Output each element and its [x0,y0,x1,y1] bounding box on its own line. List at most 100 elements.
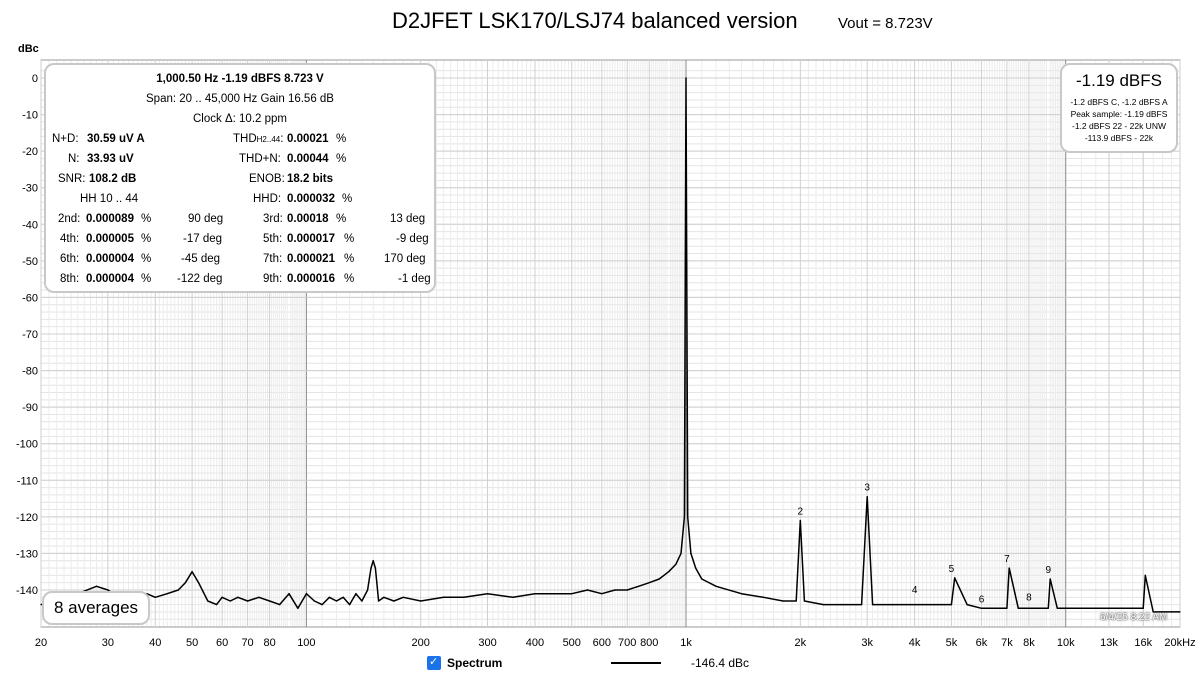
x-tick-label: 500 [563,637,581,649]
data-point [229,600,231,602]
data-point [1120,607,1122,609]
data-point [269,600,271,602]
harmonic-3-label: 3rd: [263,213,283,225]
stats-panel: 1,000.50 Hz -1.19 dBFS 8.723 V Span: 20 … [44,63,436,293]
data-point [367,589,369,591]
data-point [420,600,422,602]
averages-badge: 8 averages [42,591,150,625]
y-tick-label: -50 [22,256,38,268]
x-tick-label: 100 [297,637,315,649]
data-point [237,596,239,598]
y-tick-label: -80 [22,366,38,378]
y-axis-label: dBc [18,43,39,55]
harmonic-6-phase: -45 deg [181,253,221,265]
data-point [463,596,465,598]
data-point [626,589,628,591]
data-point [355,593,357,595]
data-point [1008,567,1010,569]
data-point [680,552,682,555]
data-point [892,604,894,606]
harmonic-markers: 2 3 4 5 6 7 8 9 [798,483,1052,606]
spectrum-checkbox[interactable]: ✓ [427,656,441,670]
harmonic-4-label: 4th: [60,233,80,245]
thdn-value: 0.00044 [287,153,329,165]
thdn-label: THD+N: [239,153,281,165]
y-tick-label: -10 [22,110,38,122]
series-layer [40,77,1181,613]
data-point [933,604,935,606]
hh-label: HH 10 .. 44 [80,193,139,205]
harmonic-8-unit: % [141,273,152,285]
data-point [166,593,168,595]
hhd-unit: % [342,193,353,205]
data-point [799,519,801,522]
data-point [687,516,689,518]
snr-value: 108.2 dB [89,173,137,185]
data-point [184,582,186,584]
x-tick-label: 13k [1100,637,1118,649]
harmonic-6-label: 6th: [60,253,80,265]
check-icon: ✓ [429,656,439,668]
data-point [1049,578,1051,580]
level-line-1: -1.2 dBFS C, -1.2 dBFS A [1070,97,1168,107]
data-point [95,585,98,587]
harmonic-2-unit: % [141,213,152,225]
data-point [40,604,42,606]
data-point [191,571,193,573]
data-point [690,552,692,555]
data-point [1179,611,1181,613]
y-tick-label: -110 [17,475,38,487]
harmonic-5-phase: -9 deg [396,233,429,245]
harmonic-7-value: 0.000021 [287,253,335,265]
data-point [349,604,351,606]
harmonic-8-phase: -122 deg [177,273,223,285]
thd-colon: : [280,133,284,145]
level-panel: -1.19 dBFS -1.2 dBFS C, -1.2 dBFS A Peak… [1060,63,1178,153]
data-point [443,596,445,598]
span-readout: Span: 20 .. 45,000 Hz Gain 16.56 dB [146,93,334,105]
data-point [342,596,344,598]
data-point [1108,607,1110,609]
x-tick-label: 600 [593,637,611,649]
data-point [512,596,514,598]
thdn-unit: % [336,153,347,165]
data-point [803,600,806,602]
data-point [1142,607,1144,609]
y-tick-label: -60 [22,292,38,304]
harmonic-2-phase: 90 deg [188,213,224,225]
harmonic-6-value: 0.000004 [86,253,134,265]
data-point [822,604,825,606]
y-tick-labels: 0 -10 -20 -30 -40 -50 -60 -70 -80 -90 -100 -110 -120… [16,73,38,597]
y-tick-label: -20 [22,146,38,158]
harmonic-4-value: 0.000005 [86,233,134,245]
clock-readout: Clock Δ: 10.2 ppm [193,113,287,125]
data-point [762,596,765,598]
data-point [107,589,109,591]
data-point [614,589,616,591]
data-point [221,596,223,598]
harmonic-5-unit: % [344,233,355,245]
thd-unit: % [336,133,347,145]
harmonic-4-phase: -17 deg [183,233,223,245]
legend-series-name[interactable]: Spectrum [447,656,503,670]
data-point [361,600,363,602]
harmonic-5-label: 5th: [263,233,283,245]
data-point [950,604,953,606]
harmonic-9-unit: % [344,273,355,285]
data-point [279,604,281,606]
x-tick-label: 1k [680,637,692,649]
y-tick-label: -100 [16,439,38,451]
data-point [258,596,260,598]
harmonic-7-label: 7th: [263,253,283,265]
data-point [571,593,573,595]
harmonic-label-7: 7 [1004,554,1010,565]
x-tick-label: 800 [640,637,658,649]
data-point [683,516,686,518]
harmonic-2-value: 0.000089 [86,213,134,225]
data-point [1170,611,1173,613]
enob-label: ENOB: [249,173,285,185]
harmonic-label-9: 9 [1046,565,1052,576]
n-label: N: [68,153,80,165]
level-line-4: -113.9 dBFS - 22k [1084,133,1154,143]
data-point [685,77,687,79]
